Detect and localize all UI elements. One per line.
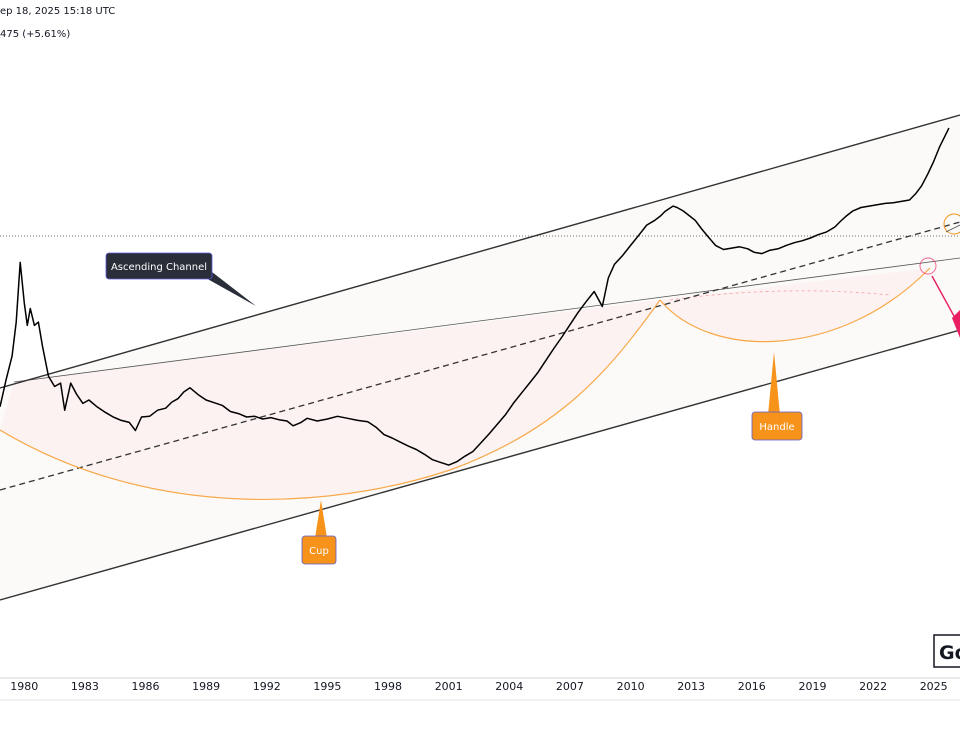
- x-tick-label: 2022: [859, 680, 887, 693]
- channel-mid-dashed: [0, 221, 960, 491]
- handle-arc: [659, 267, 931, 343]
- callout-handle[interactable]: Handle: [751, 352, 803, 441]
- price-series-line: [0, 127, 950, 466]
- x-tick-label: 2007: [556, 680, 584, 693]
- callout-box: [751, 411, 803, 441]
- x-tick-label: 1995: [313, 680, 341, 693]
- cup-arc: [0, 299, 661, 500]
- logo-text: Go: [939, 642, 960, 664]
- callout-pointer: [315, 500, 327, 538]
- x-tick-label: 2010: [617, 680, 645, 693]
- callout-cup[interactable]: Cup: [301, 500, 337, 565]
- x-tick-label: 1980: [10, 680, 38, 693]
- chart-plot-area: Ascending Channel Cup Handle Go: [0, 114, 960, 668]
- x-tick-label: 2025: [920, 680, 948, 693]
- callout-ascending-channel-text: Ascending Channel: [111, 262, 207, 273]
- callout-pointer: [195, 272, 256, 306]
- breakout-marker: [919, 257, 937, 275]
- callout-ascending-channel[interactable]: Ascending Channel: [105, 252, 256, 306]
- x-tick-label: 2004: [495, 680, 523, 693]
- handle-fill: [660, 268, 930, 342]
- x-tick-label: 1983: [71, 680, 99, 693]
- handle-top-dashed: [669, 290, 891, 301]
- callout-box: [301, 535, 337, 565]
- x-tick-label: 1986: [132, 680, 160, 693]
- callout-pointer: [768, 352, 780, 415]
- callout-box: [105, 252, 213, 280]
- target-marker: [943, 213, 960, 235]
- breakdown-arrowhead: [952, 310, 960, 338]
- x-tick-label: 2019: [799, 680, 827, 693]
- x-tick-label: 1989: [192, 680, 220, 693]
- logo-box: [933, 634, 960, 668]
- chart-header-change: 475 (+5.61%): [0, 29, 71, 40]
- channel-lower-line: [0, 329, 960, 601]
- x-tick-label: 2013: [677, 680, 705, 693]
- channel-upper-line: [0, 114, 960, 389]
- rim-line: [13, 257, 960, 383]
- x-tick-label: 1998: [374, 680, 402, 693]
- x-tick-label: 2001: [435, 680, 463, 693]
- cup-fill: [0, 300, 660, 500]
- x-tick-label: 1992: [253, 680, 281, 693]
- target-connector: [945, 224, 960, 233]
- watermark-logo: Go: [933, 634, 960, 668]
- chart-header-date: ep 18, 2025 15:18 UTC: [0, 6, 116, 17]
- x-tick-label: 2016: [738, 680, 766, 693]
- callout-cup-text: Cup: [309, 546, 329, 557]
- x-axis-ticks: 1980 1983 1986 1989 1992 1995 1998 2001 2004 2007…: [10, 680, 947, 693]
- callout-handle-text: Handle: [759, 422, 794, 433]
